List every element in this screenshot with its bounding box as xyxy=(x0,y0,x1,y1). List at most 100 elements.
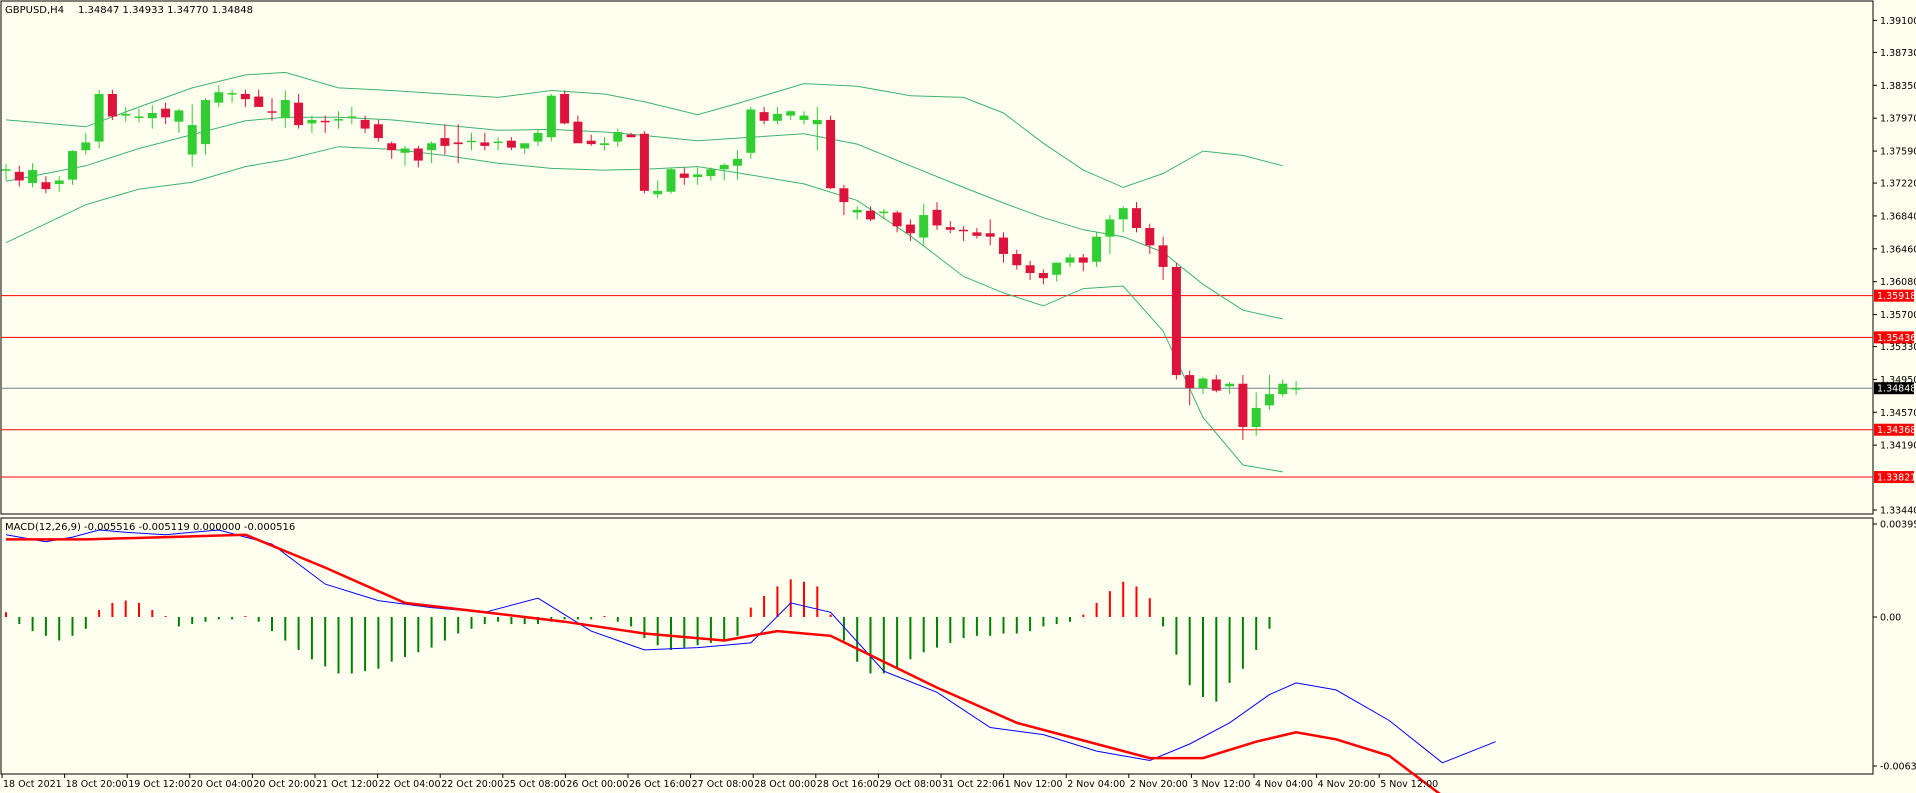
time-tick-label: 18 Oct 2021 xyxy=(3,779,62,790)
macd-tick-label: 0.00 xyxy=(1880,613,1901,624)
bull-candle-body xyxy=(493,141,503,144)
bull-candle-body xyxy=(786,111,796,116)
time-tick-label: 2 Nov 20:00 xyxy=(1130,779,1188,790)
bear-candle-body xyxy=(560,93,570,124)
time-tick-label: 3 Nov 12:00 xyxy=(1192,779,1250,790)
bear-candle-body xyxy=(1145,228,1155,246)
bull-candle-body xyxy=(719,164,729,170)
bull-candle-body xyxy=(1278,383,1288,395)
bull-candle-body xyxy=(280,100,290,119)
bear-candle-body xyxy=(626,134,636,138)
bear-candle-body xyxy=(759,112,769,121)
time-tick-label: 1 Nov 12:00 xyxy=(1005,779,1063,790)
bull-candle-body xyxy=(1291,388,1301,390)
price-tick-label: 1.35330 xyxy=(1880,342,1916,353)
macd-indicator-values: -0.005516 -0.005119 0.000000 -0.000516 xyxy=(84,522,295,533)
bull-candle-body xyxy=(121,113,131,116)
bear-candle-body xyxy=(959,229,969,232)
bid-price-tag-text: 1.34848 xyxy=(1877,384,1916,395)
bull-candle-body xyxy=(214,92,224,103)
bear-candle-body xyxy=(267,111,277,113)
bull-candle-body xyxy=(147,113,157,119)
bull-candle-body xyxy=(54,180,64,184)
bull-candle-body xyxy=(706,169,716,177)
price-tick-label: 1.39100 xyxy=(1880,16,1916,27)
bull-candle-body xyxy=(520,143,530,149)
bear-candle-body xyxy=(413,148,423,161)
macd-pane-frame xyxy=(0,517,1874,775)
bull-candle-body xyxy=(1052,262,1062,275)
time-tick-label: 28 Oct 00:00 xyxy=(754,779,816,790)
time-tick-label: 25 Oct 08:00 xyxy=(504,779,566,790)
candlesticks xyxy=(1,85,1301,440)
bull-candle-body xyxy=(600,143,609,146)
time-tick-label: 19 Oct 12:00 xyxy=(128,779,190,790)
level-price-tag xyxy=(1874,423,1914,436)
bull-candle-body xyxy=(227,93,237,95)
price-pane[interactable]: GBPUSD,H4 1.34847 1.34933 1.34770 1.3484… xyxy=(0,0,1874,515)
bull-candle-body xyxy=(307,119,317,124)
time-axis: 18 Oct 2021 18 Oct 20:00 19 Oct 12:00 20 Oc… xyxy=(1,774,1438,790)
bull-candle-body xyxy=(733,158,742,166)
macd-pane[interactable]: MACD(12,26,9) -0.005516 -0.005119 0.0000… xyxy=(0,517,1874,793)
bear-candle-body xyxy=(679,173,689,178)
macd-main-line xyxy=(5,529,1496,764)
macd-indicator-label: MACD(12,26,9) xyxy=(5,522,81,533)
macd-signal-line xyxy=(6,533,1441,793)
bear-candle-body xyxy=(1078,257,1088,263)
bear-candle-body xyxy=(294,102,304,126)
bull-candle-body xyxy=(879,211,889,214)
bull-candle-body xyxy=(1092,236,1102,262)
level-price-tag-text: 1.35918 xyxy=(1877,291,1916,302)
bear-candle-body xyxy=(320,120,330,123)
bear-candle-body xyxy=(972,232,982,236)
time-tick-label: 20 Oct 04:00 xyxy=(191,779,253,790)
macd-lines xyxy=(5,529,1496,793)
level-price-tag xyxy=(1874,331,1914,344)
time-tick-label: 22 Oct 20:00 xyxy=(441,779,503,790)
time-tick-label: 2 Nov 04:00 xyxy=(1067,779,1125,790)
bear-candle-body xyxy=(1238,383,1248,427)
time-tick-label: 29 Oct 08:00 xyxy=(879,779,941,790)
time-tick-label: 26 Oct 16:00 xyxy=(629,779,691,790)
bull-candle-body xyxy=(1198,378,1208,389)
price-pane-frame xyxy=(0,0,1874,515)
bollinger-upper-line xyxy=(5,71,1283,188)
bear-candle-body xyxy=(932,209,942,226)
bull-candle-body xyxy=(134,116,144,118)
bull-candle-body xyxy=(68,151,77,180)
level-price-tag-text: 1.35436 xyxy=(1877,333,1916,344)
bull-candle-body xyxy=(852,209,862,213)
bull-candle-body xyxy=(1251,407,1261,427)
price-tick-label: 1.37590 xyxy=(1880,147,1916,158)
bear-candle-body xyxy=(866,210,875,220)
bull-candle-body xyxy=(1105,219,1115,237)
bear-candle-body xyxy=(1025,265,1035,274)
bear-candle-body xyxy=(14,171,24,181)
price-tick-label: 1.36080 xyxy=(1880,277,1916,288)
bid-price-tag xyxy=(1874,382,1914,395)
time-tick-label: 22 Oct 04:00 xyxy=(379,779,441,790)
macd-tick-label: -0.006335 xyxy=(1880,762,1916,773)
time-tick-label: 31 Oct 22:06 xyxy=(942,779,1004,790)
bear-candle-body xyxy=(945,227,955,230)
bear-candle-body xyxy=(240,93,250,100)
level-price-tag xyxy=(1874,471,1914,484)
price-tick-label: 1.36840 xyxy=(1880,211,1916,222)
bear-candle-body xyxy=(41,182,51,190)
bull-candle-body xyxy=(653,190,663,195)
bull-candle-body xyxy=(613,132,623,142)
bear-candle-body xyxy=(1012,253,1022,266)
bull-candle-body xyxy=(666,169,676,192)
time-tick-label: 28 Oct 16:00 xyxy=(817,779,879,790)
price-tick-label: 1.37220 xyxy=(1880,179,1916,190)
macd-histogram xyxy=(5,579,1271,702)
bull-candle-body xyxy=(812,119,822,125)
horizontal-levels[interactable] xyxy=(1,295,1873,478)
bear-candle-body xyxy=(440,138,450,146)
level-price-tag-text: 1.33821 xyxy=(1877,473,1916,484)
bull-candle-body xyxy=(400,148,410,153)
bull-candle-body xyxy=(919,215,929,238)
